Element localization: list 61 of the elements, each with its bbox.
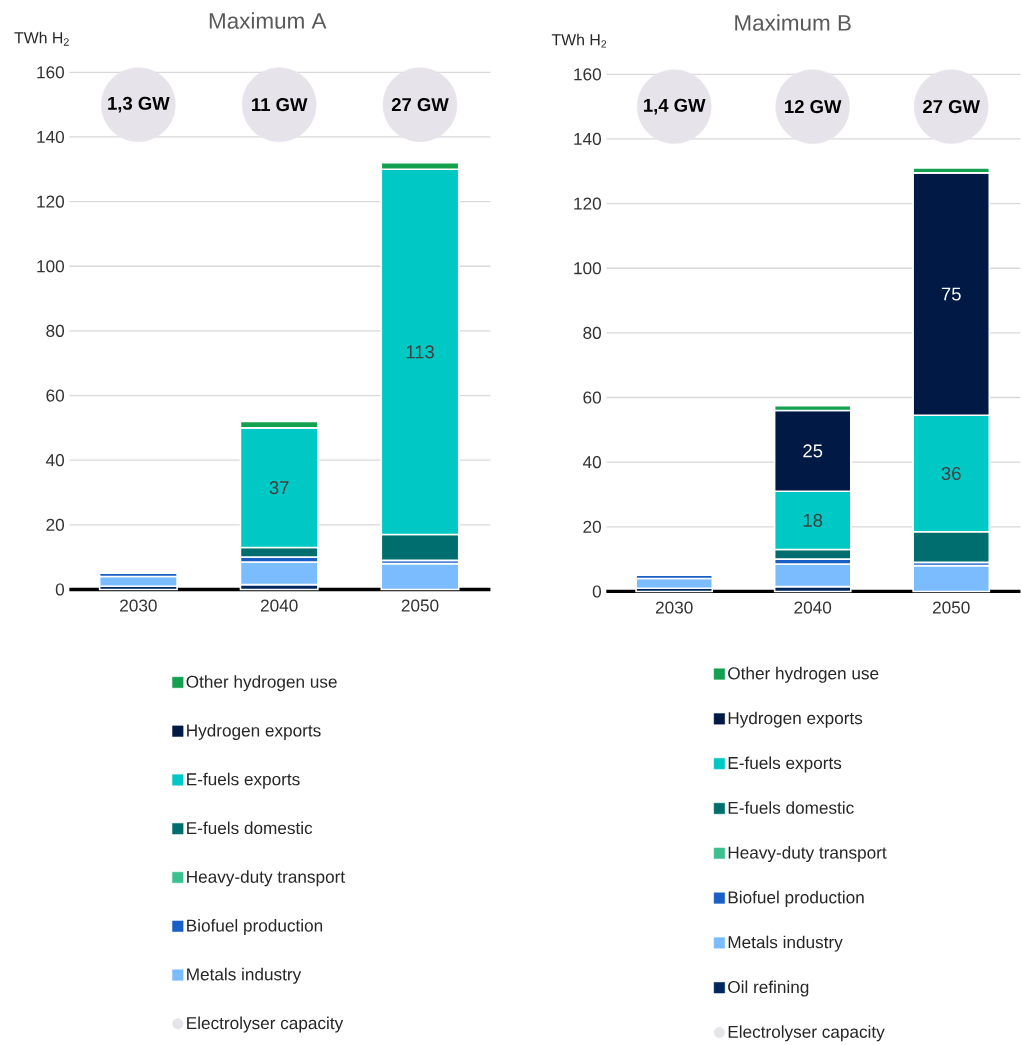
x-tick-label: 2040	[260, 599, 298, 612]
legend-label: Other hydrogen use	[728, 666, 879, 683]
chart-title: Maximum A	[209, 12, 327, 29]
x-tick-label: 2050	[932, 601, 970, 614]
legend-label: E-fuels domestic	[187, 821, 313, 835]
x-tick-label: 2040	[794, 601, 832, 614]
y-tick-label: 120	[574, 197, 601, 210]
annotation: 27 GW	[923, 100, 980, 114]
bar	[380, 562, 460, 591]
y-tick-label: 40	[582, 456, 601, 469]
y-axis-title: TWh H$_{2}$	[14, 31, 69, 46]
y-tick-label: 100	[574, 262, 601, 275]
data-label: 36	[941, 466, 961, 481]
chart-title: Maximum B	[735, 14, 851, 31]
annotation: 1,3 GW	[108, 96, 170, 113]
y-tick-label: 140	[574, 132, 601, 146]
y-tick-label: 160	[37, 66, 64, 79]
data-label: 113	[406, 345, 434, 359]
y-tick-label: 0	[592, 585, 601, 598]
bar	[239, 561, 319, 586]
y-tick-label: 100	[37, 260, 64, 273]
data-label: 18	[803, 513, 823, 527]
y-tick-label: 60	[583, 391, 601, 404]
y-tick-label: 140	[37, 130, 64, 144]
y-tick-label: 20	[46, 518, 64, 531]
legend-label: E-fuels domestic	[728, 801, 854, 814]
y-axis-title: TWh H$_{2}$	[551, 33, 607, 48]
bar	[912, 564, 991, 593]
legend-label: Heavy-duty transport	[187, 870, 345, 887]
y-tick-label: 20	[583, 520, 601, 533]
annotation: 12 GW	[785, 100, 842, 114]
annotation: 11 GW	[252, 98, 308, 112]
x-tick-label: 2050	[401, 599, 439, 612]
y-tick-label: 120	[37, 195, 64, 208]
legend-label: Metals industry	[728, 935, 843, 952]
x-tick-label: 2030	[120, 599, 157, 612]
legend-label: Hydrogen exports	[728, 711, 863, 728]
legend-label: Heavy-duty transport	[728, 846, 887, 863]
y-tick-label: 80	[46, 324, 64, 337]
y-tick-label: 0	[55, 583, 64, 596]
y-tick-label: 60	[46, 389, 64, 402]
legend-label: Hydrogen exports	[187, 723, 321, 740]
legend-label: Oil refining	[728, 980, 809, 997]
x-tick-label: 2030	[655, 601, 693, 614]
legend-label: Metals industry	[187, 967, 302, 984]
annotation: 1,4 GW	[643, 98, 706, 115]
legend-label: Biofuel production	[187, 919, 323, 936]
data-label: 37	[269, 481, 289, 495]
legend-label: Other hydrogen use	[186, 675, 337, 692]
legend-label: Electrolyser capacity	[187, 1016, 344, 1033]
data-label: 25	[803, 444, 823, 458]
legend-label: E-fuels exports	[728, 756, 842, 773]
legend-label: Biofuel production	[728, 890, 864, 907]
data-label: 75	[941, 287, 961, 301]
y-tick-label: 80	[583, 326, 601, 339]
annotation: 27 GW	[391, 98, 449, 112]
legend-label: Electrolyser capacity	[728, 1025, 885, 1042]
bar	[773, 563, 852, 588]
y-tick-label: 160	[574, 68, 601, 81]
legend-label: E-fuels exports	[187, 772, 300, 789]
y-tick-label: 40	[45, 454, 64, 467]
